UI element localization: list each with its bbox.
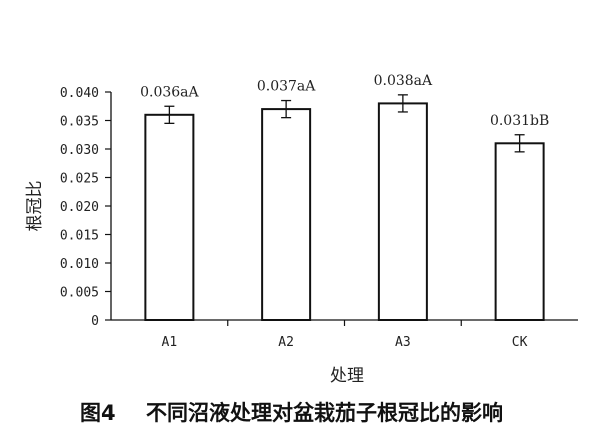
data-label-a1: 0.036aA bbox=[140, 84, 199, 100]
y-tick-label: 0.035 bbox=[60, 115, 99, 130]
error-bars bbox=[164, 94, 525, 153]
y-axis-title: 根冠比 bbox=[25, 181, 45, 232]
bar-a1 bbox=[144, 113, 195, 321]
x-tick-label: A3 bbox=[395, 335, 411, 350]
bar-a3 bbox=[377, 102, 428, 322]
y-ticks: 0 0.005 0.010 0.015 0.020 0.025 0.030 0.035 0.04… bbox=[60, 86, 111, 329]
y-tick-label: 0 bbox=[91, 314, 99, 329]
x-axis-title: 处理 bbox=[330, 366, 364, 386]
bar-ck bbox=[494, 142, 545, 321]
y-tick-label: 0.005 bbox=[60, 286, 99, 301]
figure-caption: 不同沼液处理对盆栽茄子根冠比的影响 bbox=[146, 401, 503, 425]
y-tick-label: 0.015 bbox=[60, 229, 99, 244]
data-label-ck: 0.031bB bbox=[490, 113, 549, 129]
figure-number: 图4 bbox=[80, 401, 116, 425]
bars bbox=[144, 102, 545, 322]
data-label-a3: 0.038aA bbox=[374, 73, 433, 89]
data-labels: 0.036aA 0.037aA 0.038aA 0.031bB bbox=[140, 73, 549, 129]
y-tick-label: 0.025 bbox=[60, 172, 99, 187]
data-label-a2: 0.037aA bbox=[257, 79, 316, 95]
x-tick-label: A2 bbox=[278, 335, 294, 350]
x-tick-label: A1 bbox=[162, 335, 178, 350]
y-tick-label: 0.040 bbox=[60, 86, 99, 101]
x-tick-label: CK bbox=[512, 335, 528, 350]
y-tick-label: 0.010 bbox=[60, 257, 99, 272]
y-tick-label: 0.030 bbox=[60, 143, 99, 158]
y-tick-label: 0.020 bbox=[60, 200, 99, 215]
bar-a2 bbox=[261, 108, 312, 321]
x-ticks: A1 A2 A3 CK bbox=[162, 320, 528, 350]
